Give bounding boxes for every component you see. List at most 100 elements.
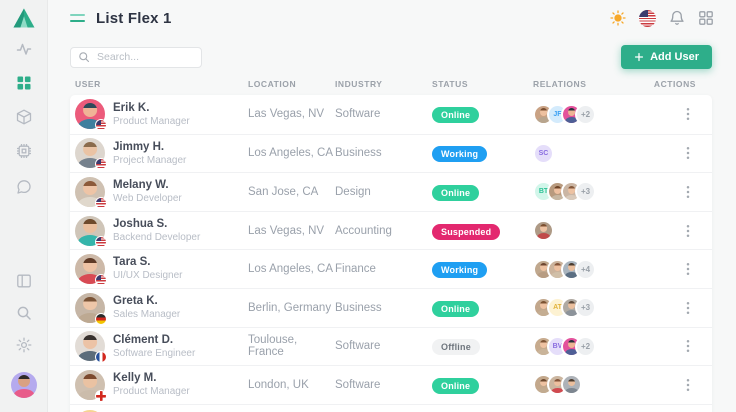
country-flag-fr-icon <box>95 351 107 364</box>
relations-group[interactable] <box>533 220 652 242</box>
user-role: UI/UX Designer <box>113 270 183 282</box>
more-actions-icon[interactable] <box>680 145 696 161</box>
sidebar-grid-icon[interactable] <box>16 75 32 91</box>
table-row[interactable]: Joshua S. Backend Developer Las Vegas, N… <box>70 210 712 250</box>
user-role: Sales Manager <box>113 308 181 320</box>
cell-location: Berlin, Germany <box>248 301 332 314</box>
more-actions-icon[interactable] <box>680 106 696 122</box>
header-action-icons <box>610 9 714 27</box>
bell-icon[interactable] <box>669 10 685 26</box>
cell-status: Offline <box>432 337 533 356</box>
search-input[interactable] <box>70 46 202 68</box>
sidebar-message-icon[interactable] <box>16 179 32 195</box>
cell-industry: Finance <box>335 263 376 276</box>
sidebar-activity-icon[interactable] <box>16 41 32 57</box>
add-user-button[interactable]: Add User <box>621 45 712 69</box>
user-role: Backend Developer <box>113 231 201 243</box>
relations-group[interactable]: +4 <box>533 258 652 280</box>
avatar <box>75 138 107 171</box>
avatar <box>75 176 107 209</box>
relations-group[interactable]: JF +2 <box>533 103 652 125</box>
user-cell: Melany W. Web Developer <box>75 176 248 209</box>
user-info: Jimmy H. Project Manager <box>113 140 186 167</box>
cell-actions <box>652 261 696 277</box>
more-actions-icon[interactable] <box>680 377 696 393</box>
user-role: Product Manager <box>113 115 190 127</box>
cell-location: London, UK <box>248 378 309 391</box>
cell-status: Working <box>432 260 533 279</box>
sidebar-box-icon[interactable] <box>16 109 32 125</box>
relations-group[interactable]: AT +3 <box>533 297 652 319</box>
cell-location: Las Vegas, NV <box>248 108 325 121</box>
cell-actions <box>652 106 696 122</box>
relations-more-badge: +4 <box>575 258 596 280</box>
relations-group[interactable] <box>533 374 652 396</box>
sidebar-user-avatar[interactable] <box>11 372 37 398</box>
language-flag-us-icon[interactable] <box>639 9 656 27</box>
user-name: Tara S. <box>113 256 151 269</box>
table-row[interactable]: Kelly M. Product Manager London, UK Soft… <box>70 365 712 404</box>
table-row[interactable]: Greta K. Sales Manager Berlin, Germany B… <box>70 287 712 327</box>
cell-actions <box>652 377 696 393</box>
column-header-status: STATUS <box>432 79 469 89</box>
country-flag-de-icon <box>95 312 107 325</box>
table-header-row: USER LOCATION INDUSTRY STATUS RELATIONS ACTIO… <box>48 69 736 93</box>
cell-industry: Business <box>335 147 382 160</box>
relation-avatar <box>561 374 582 396</box>
more-actions-icon[interactable] <box>680 300 696 316</box>
sidebar-search-icon[interactable] <box>16 305 32 321</box>
sidebar-cpu-icon[interactable] <box>16 143 32 159</box>
table-row[interactable]: Erik K. Product Manager Las Vegas, NV So… <box>70 95 712 134</box>
relations-group[interactable]: SC <box>533 142 652 164</box>
user-cell: Jimmy H. Project Manager <box>75 138 248 171</box>
status-badge: Working <box>432 146 488 163</box>
user-info: Clément D. Software Engineer <box>113 333 195 360</box>
table-row-partial[interactable] <box>70 403 712 412</box>
status-badge: Online <box>432 184 480 201</box>
avatar <box>75 331 107 364</box>
search-box <box>70 46 202 68</box>
cell-actions <box>652 300 696 316</box>
more-actions-icon[interactable] <box>680 338 696 354</box>
country-flag-us-icon <box>95 235 107 248</box>
user-role: Product Manager <box>113 386 190 398</box>
sidebar-gear-icon[interactable] <box>16 337 32 353</box>
user-info: Joshua S. Backend Developer <box>113 217 200 244</box>
sidebar-layout-icon[interactable] <box>16 273 32 289</box>
page-title: List Flex 1 <box>96 9 172 27</box>
column-header-industry: INDUSTRY <box>335 79 383 89</box>
cell-status: Online <box>432 183 533 201</box>
user-role: Software Engineer <box>113 347 196 359</box>
app-logo-triangle-icon[interactable] <box>13 8 35 28</box>
users-table: Erik K. Product Manager Las Vegas, NV So… <box>70 95 712 412</box>
menu-toggle-icon[interactable] <box>70 14 85 22</box>
relations-group[interactable]: BV +2 <box>533 335 652 357</box>
user-role: Web Developer <box>113 193 182 205</box>
table-row[interactable]: Clément D. Software Engineer Toulouse, F… <box>70 326 712 366</box>
avatar <box>11 372 37 398</box>
user-cell: Clément D. Software Engineer <box>75 331 248 364</box>
table-row[interactable]: Tara S. UI/UX Designer Los Angeles, CA F… <box>70 249 712 288</box>
more-actions-icon[interactable] <box>680 184 696 200</box>
cell-location: San Jose, CA <box>248 185 319 198</box>
cell-industry: Business <box>335 301 382 314</box>
status-badge: Online <box>432 377 480 394</box>
relations-group[interactable]: BT +3 <box>533 181 652 203</box>
table-row[interactable]: Melany W. Web Developer San Jose, CA Des… <box>70 172 712 211</box>
more-actions-icon[interactable] <box>680 261 696 277</box>
country-flag-us-icon <box>95 119 107 132</box>
user-name: Jimmy H. <box>113 140 165 153</box>
cell-location: Toulouse, France <box>248 334 298 359</box>
cell-status: Online <box>432 105 533 124</box>
avatar <box>75 369 107 402</box>
relations-more-badge: +3 <box>575 297 596 319</box>
country-flag-us-icon <box>95 158 107 171</box>
country-flag-us-icon <box>95 274 107 287</box>
relations-more-badge: +2 <box>575 335 596 357</box>
apps-icon[interactable] <box>698 10 714 26</box>
cell-industry: Design <box>335 185 371 198</box>
more-actions-icon[interactable] <box>680 223 696 239</box>
status-badge: Online <box>432 107 480 124</box>
table-row[interactable]: Jimmy H. Project Manager Los Angeles, CA… <box>70 133 712 173</box>
sun-icon[interactable] <box>610 10 626 26</box>
